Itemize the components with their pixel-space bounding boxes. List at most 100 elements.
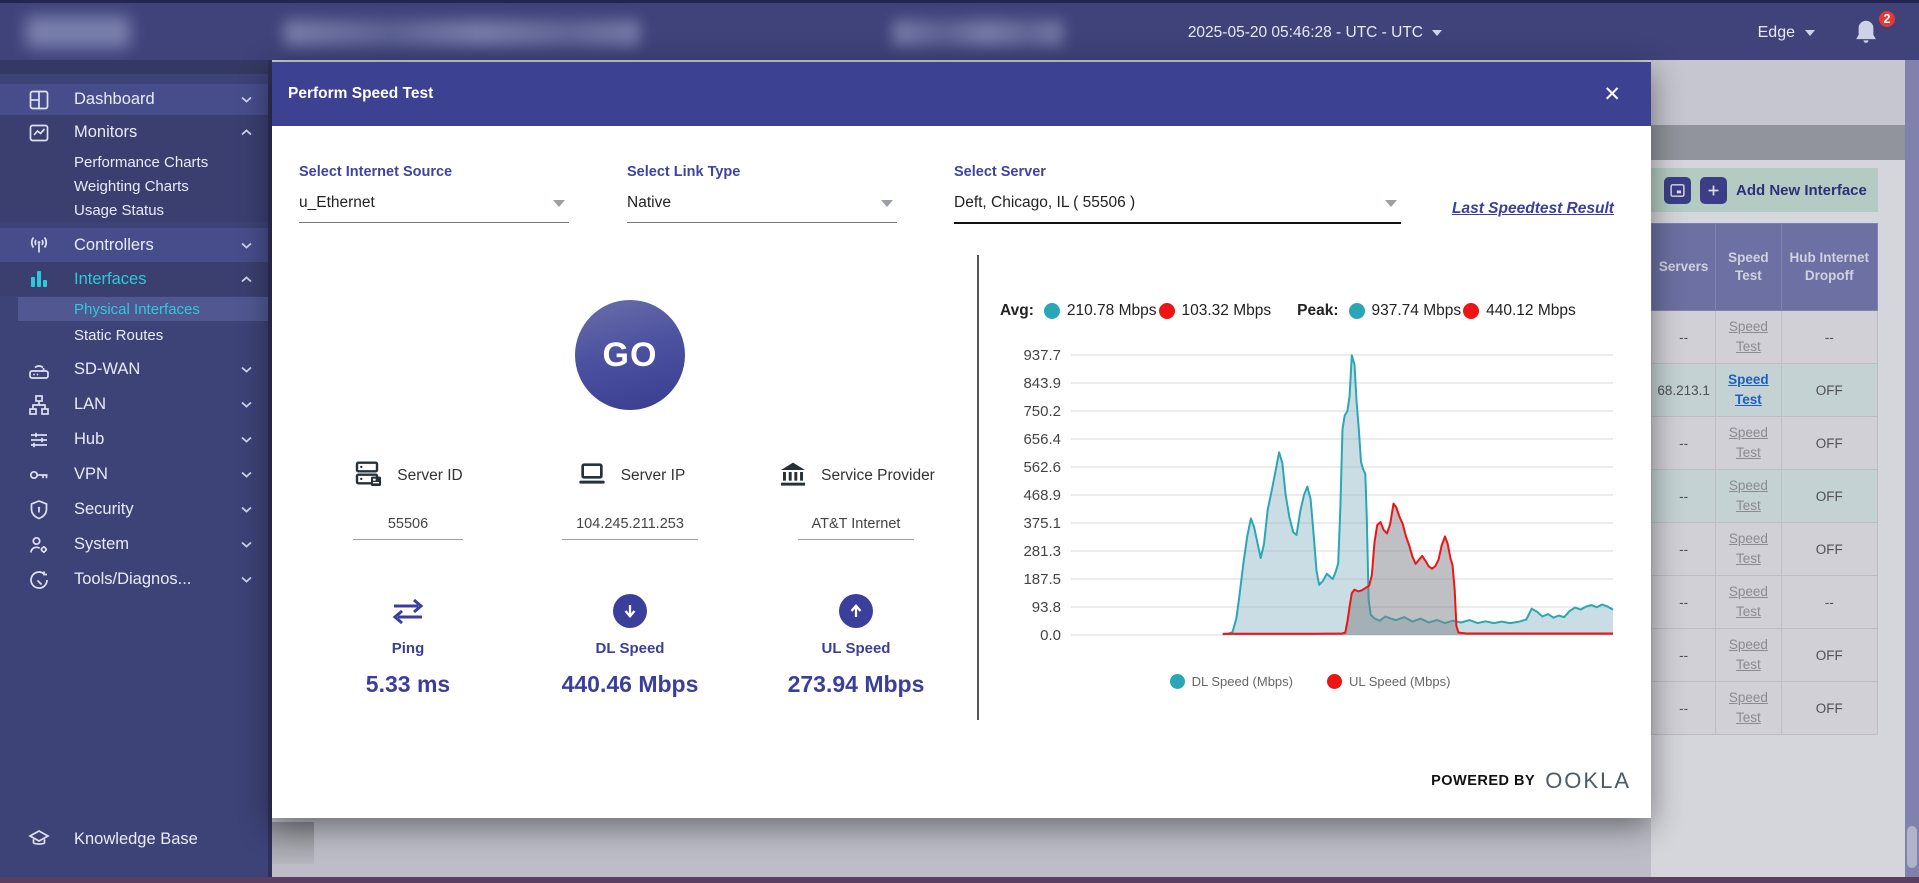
system-icon bbox=[26, 532, 52, 558]
last-speedtest-result-link[interactable]: Last Speedtest Result bbox=[1452, 200, 1614, 218]
select-label: Select Internet Source bbox=[299, 164, 569, 180]
sidebar-item-label: LAN bbox=[74, 395, 238, 414]
sidebar-item-hub[interactable]: Hub bbox=[0, 422, 268, 457]
interface-table-toolbar: Add New Interface bbox=[1651, 168, 1878, 212]
chevron-down-icon bbox=[1805, 30, 1815, 36]
page-bottom-strip bbox=[0, 877, 1919, 883]
sidebar-item-label: Tools/Diagnos... bbox=[74, 570, 238, 589]
svg-text:843.9: 843.9 bbox=[1023, 375, 1061, 392]
sidebar-top-strip bbox=[0, 60, 268, 74]
sidebar-item-label: Knowledge Base bbox=[74, 830, 198, 849]
dropoff-cell: OFF bbox=[1781, 523, 1877, 576]
dropoff-cell: OFF bbox=[1781, 364, 1877, 417]
server-ip-label: Server IP bbox=[621, 466, 686, 487]
background-page-header-band bbox=[1651, 125, 1905, 160]
dropoff-cell: -- bbox=[1781, 576, 1877, 629]
sdwan-icon bbox=[26, 357, 52, 383]
ookla-logo: OOKLA bbox=[1545, 768, 1631, 794]
close-icon[interactable]: ✕ bbox=[1603, 62, 1621, 126]
sidebar-item-lan[interactable]: LAN bbox=[0, 387, 268, 422]
sidebar-subitem-performance-charts[interactable]: Performance Charts bbox=[0, 150, 268, 174]
sidebar-item-dashboard[interactable]: Dashboard bbox=[0, 84, 268, 115]
service-provider-value: AT&T Internet bbox=[798, 516, 915, 540]
chevron-down-icon bbox=[238, 435, 254, 444]
speed-test-link[interactable]: SpeedTest bbox=[1729, 688, 1768, 729]
scrollbar-track bbox=[1905, 60, 1919, 877]
internet-source-dropdown[interactable]: u_Ethernet bbox=[299, 194, 569, 223]
legend-item: UL Speed (Mbps) bbox=[1327, 674, 1450, 689]
ping-label: Ping bbox=[298, 640, 518, 657]
server-dropdown[interactable]: Deft, Chicago, IL ( 55506 ) bbox=[954, 194, 1401, 224]
service-provider-label: Service Provider bbox=[821, 466, 935, 487]
sidebar-item-sd-wan[interactable]: SD-WAN bbox=[0, 352, 268, 387]
sidebar-item-tools-diagnos-[interactable]: Tools/Diagnos... bbox=[0, 562, 268, 597]
sidebar-subitem-static-routes[interactable]: Static Routes bbox=[0, 322, 268, 348]
sidebar-item-vpn[interactable]: VPN bbox=[0, 457, 268, 492]
stat-value: 937.74 Mbps bbox=[1372, 302, 1462, 320]
server-id-icon bbox=[353, 458, 385, 495]
sidebar-item-label: System bbox=[74, 535, 238, 554]
scrollbar-thumb[interactable] bbox=[1907, 826, 1917, 868]
service-provider-icon bbox=[777, 458, 809, 495]
ping-value: 5.33 ms bbox=[298, 671, 518, 698]
sidebar-nav: Dashboard Monitors Performance Charts We… bbox=[0, 60, 268, 877]
speed-test-link[interactable]: SpeedTest bbox=[1728, 370, 1769, 411]
controllers-icon bbox=[26, 232, 52, 258]
speed-test-link[interactable]: SpeedTest bbox=[1729, 476, 1768, 517]
sidebar-item-monitors[interactable]: Monitors bbox=[0, 115, 268, 150]
table-header-1: Speed Test bbox=[1716, 224, 1781, 311]
monitors-icon bbox=[26, 120, 52, 146]
dropdown-arrow-icon bbox=[1385, 200, 1397, 207]
speed-test-link[interactable]: SpeedTest bbox=[1729, 529, 1768, 570]
sidebar-item-label: SD-WAN bbox=[74, 360, 238, 379]
add-icon[interactable] bbox=[1700, 177, 1727, 204]
svg-text:656.4: 656.4 bbox=[1023, 431, 1061, 448]
stat-value: 103.32 Mbps bbox=[1182, 302, 1272, 320]
speed-test-link[interactable]: SpeedTest bbox=[1729, 317, 1768, 358]
servers-cell: -- bbox=[1652, 311, 1716, 364]
notifications-button[interactable]: 2 bbox=[1851, 17, 1891, 57]
select-label: Select Link Type bbox=[627, 164, 897, 180]
servers-cell: -- bbox=[1652, 417, 1716, 470]
speed-test-link[interactable]: SpeedTest bbox=[1729, 423, 1768, 464]
sidebar-item-controllers[interactable]: Controllers bbox=[0, 228, 268, 262]
dl-speed-icon bbox=[613, 594, 647, 628]
table-row: -- SpeedTest OFF bbox=[1652, 629, 1878, 682]
table-row: -- SpeedTest OFF bbox=[1652, 523, 1878, 576]
table-row: -- SpeedTest OFF bbox=[1652, 682, 1878, 735]
background-page-panel: Add New Interface ServersSpeed TestHub I… bbox=[1651, 60, 1919, 877]
table-row: 68.213.1 SpeedTest OFF bbox=[1652, 364, 1878, 417]
sidebar-item-interfaces[interactable]: Interfaces bbox=[0, 262, 268, 296]
server-ip-value: 104.245.211.253 bbox=[562, 516, 698, 540]
table-row: -- SpeedTest -- bbox=[1652, 576, 1878, 629]
sidebar-subitem-usage-status[interactable]: Usage Status bbox=[0, 198, 268, 222]
server-ip-cell: Server IP 104.245.211.253 bbox=[520, 452, 740, 540]
servers-cell: -- bbox=[1652, 629, 1716, 682]
link-type-select: Select Link Type Native bbox=[627, 164, 897, 223]
go-button[interactable]: GO bbox=[575, 300, 685, 410]
sidebar-subitem-weighting-charts[interactable]: Weighting Charts bbox=[0, 174, 268, 198]
edge-dropdown[interactable]: Edge bbox=[1758, 3, 1815, 63]
chevron-down-icon bbox=[238, 365, 254, 374]
sidebar-item-knowledge-base[interactable]: Knowledge Base bbox=[0, 819, 268, 859]
speed-test-link[interactable]: SpeedTest bbox=[1729, 582, 1768, 623]
add-new-interface-button[interactable]: Add New Interface bbox=[1736, 182, 1867, 199]
dropdown-arrow-icon bbox=[553, 200, 565, 207]
speed-test-link[interactable]: SpeedTest bbox=[1729, 635, 1768, 676]
modal-title: Perform Speed Test bbox=[288, 85, 433, 103]
card-view-button[interactable] bbox=[1664, 177, 1691, 204]
sidebar-item-security[interactable]: Security bbox=[0, 492, 268, 527]
dl-speed-cell: DL Speed 440.46 Mbps bbox=[520, 590, 740, 698]
legend-dot bbox=[1327, 674, 1342, 689]
stat-value: 210.78 Mbps bbox=[1067, 302, 1157, 320]
ping-icon bbox=[298, 590, 518, 632]
ul-speed-label: UL Speed bbox=[746, 640, 966, 657]
link-type-dropdown[interactable]: Native bbox=[627, 194, 897, 223]
sidebar-subitem-physical-interfaces[interactable]: Physical Interfaces bbox=[0, 296, 268, 322]
sidebar-item-system[interactable]: System bbox=[0, 527, 268, 562]
modal-header: Perform Speed Test ✕ bbox=[272, 62, 1651, 126]
datetime-dropdown[interactable]: 2025-05-20 05:46:28 - UTC - UTC bbox=[1188, 3, 1442, 63]
dl-speed-value: 440.46 Mbps bbox=[520, 671, 740, 698]
dropoff-cell: OFF bbox=[1781, 682, 1877, 735]
tools-icon bbox=[26, 567, 52, 593]
